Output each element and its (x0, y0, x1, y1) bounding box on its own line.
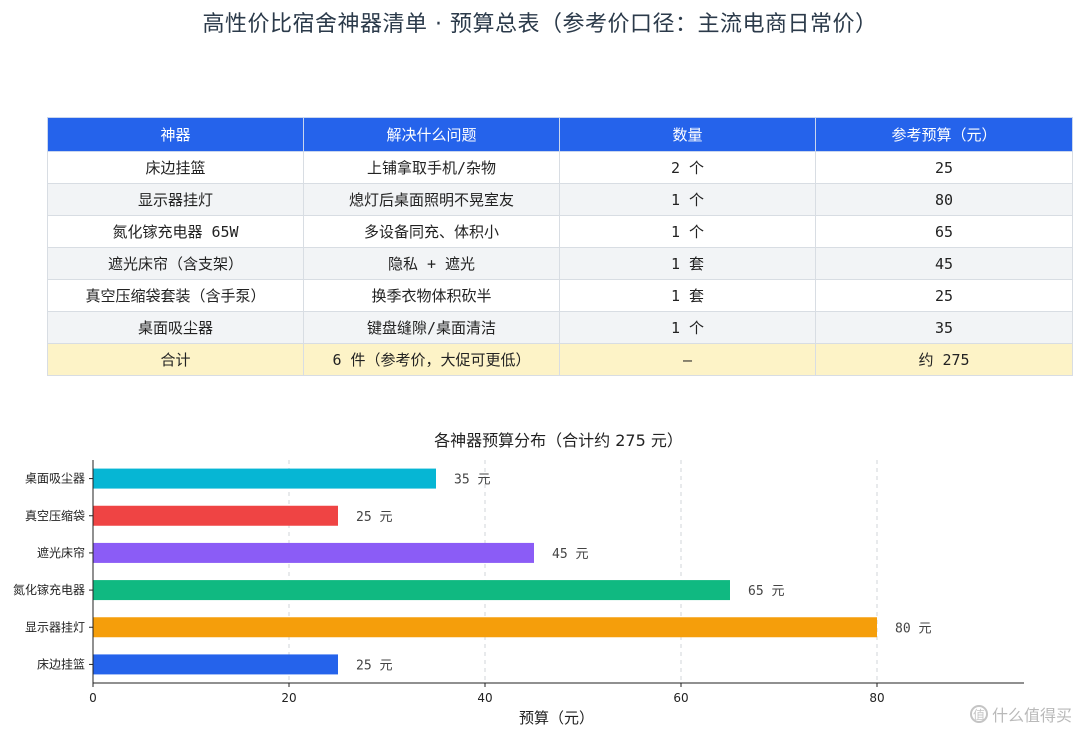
cell-quantity: 2 个 (559, 151, 816, 184)
data-label: 80 元 (895, 621, 931, 636)
table-row: 显示器挂灯 熄灯后桌面照明不晃室友 1 个 80 (47, 183, 1073, 216)
x-tick-label: 80 (869, 691, 884, 705)
cell-budget: 45 (815, 247, 1073, 280)
col-header-budget: 参考预算（元） (815, 117, 1073, 152)
col-header-item: 神器 (47, 117, 304, 152)
col-header-quantity: 数量 (559, 117, 816, 152)
cell-quantity: 1 个 (559, 311, 816, 344)
x-tick-label: 40 (477, 691, 492, 705)
table-row: 氮化镓充电器 65W 多设备同充、体积小 1 个 65 (47, 215, 1073, 248)
bar (93, 542, 534, 563)
cell-problem: 换季衣物体积砍半 (303, 279, 560, 312)
budget-table: 神器 解决什么问题 数量 参考预算（元） 床边挂篮 上铺拿取手机/杂物 2 个 … (47, 117, 1073, 376)
table-row: 真空压缩袋套装（含手泵） 换季衣物体积砍半 1 套 25 (47, 279, 1073, 312)
cell-quantity: 1 套 (559, 279, 816, 312)
table-row: 遮光床帘（含支架） 隐私 + 遮光 1 套 45 (47, 247, 1073, 280)
cell-budget: 65 (815, 215, 1073, 248)
cell-problem: 熄灯后桌面照明不晃室友 (303, 183, 560, 216)
data-label: 25 元 (356, 510, 392, 525)
cell-item: 氮化镓充电器 65W (47, 215, 304, 248)
watermark: 值 什么值得买 (969, 702, 1072, 726)
col-header-problem: 解决什么问题 (303, 117, 560, 152)
y-tick-label: 氮化镓充电器 (13, 582, 85, 597)
x-tick-label: 0 (89, 691, 97, 705)
cell-problem: 多设备同充、体积小 (303, 215, 560, 248)
cell-quantity: 1 套 (559, 247, 816, 280)
cell-item: 床边挂篮 (47, 151, 304, 184)
x-tick-label: 20 (281, 691, 296, 705)
bar (93, 580, 730, 601)
x-axis-label: 预算（元） (519, 709, 594, 727)
data-label: 35 元 (454, 473, 490, 488)
chart-title: 各神器预算分布（合计约 275 元） (434, 431, 683, 450)
total-label: 合计 (47, 343, 304, 376)
cell-item: 桌面吸尘器 (47, 311, 304, 344)
budget-chart: 各神器预算分布（合计约 275 元） 床边挂篮 25 元显示器挂灯 80 元氮化镓充电… (0, 420, 1080, 734)
cell-item: 遮光床帘（含支架） (47, 247, 304, 280)
total-count: 6 件（参考价，大促可更低） (303, 343, 560, 376)
total-budget: 约 275 (815, 343, 1073, 376)
cell-budget: 80 (815, 183, 1073, 216)
cell-item: 显示器挂灯 (47, 183, 304, 216)
data-label: 65 元 (748, 584, 784, 599)
table-total-row: 合计 6 件（参考价，大促可更低） — 约 275 (47, 343, 1073, 376)
cell-problem: 键盘缝隙/桌面清洁 (303, 311, 560, 344)
total-quantity: — (559, 343, 816, 376)
cell-budget: 25 (815, 279, 1073, 312)
zhi-icon: 值 (969, 705, 988, 723)
data-label: 25 元 (356, 658, 392, 673)
table-row: 床边挂篮 上铺拿取手机/杂物 2 个 25 (47, 151, 1073, 184)
watermark-text: 什么值得买 (991, 706, 1072, 725)
cell-budget: 35 (815, 311, 1073, 344)
bar (93, 654, 338, 675)
cell-problem: 上铺拿取手机/杂物 (303, 151, 560, 184)
cell-problem: 隐私 + 遮光 (303, 247, 560, 280)
y-tick-label: 遮光床帘 (37, 545, 85, 560)
table-row: 桌面吸尘器 键盘缝隙/桌面清洁 1 个 35 (47, 311, 1073, 344)
x-tick-label: 60 (673, 691, 688, 705)
data-label: 45 元 (552, 547, 588, 562)
cell-quantity: 1 个 (559, 215, 816, 248)
y-tick-label: 桌面吸尘器 (25, 472, 85, 486)
table-header-row: 神器 解决什么问题 数量 参考预算（元） (47, 117, 1073, 152)
bar (93, 617, 877, 638)
cell-quantity: 1 个 (559, 183, 816, 216)
y-tick-label: 床边挂篮 (37, 656, 85, 671)
y-tick-label: 显示器挂灯 (25, 620, 85, 634)
page-title: 高性价比宿舍神器清单 · 预算总表（参考价口径：主流电商日常价） (202, 12, 878, 37)
y-tick-label: 真空压缩袋 (25, 508, 85, 523)
cell-budget: 25 (815, 151, 1073, 184)
cell-item: 真空压缩袋套装（含手泵） (47, 279, 304, 312)
bar (93, 468, 436, 489)
bar (93, 505, 338, 526)
